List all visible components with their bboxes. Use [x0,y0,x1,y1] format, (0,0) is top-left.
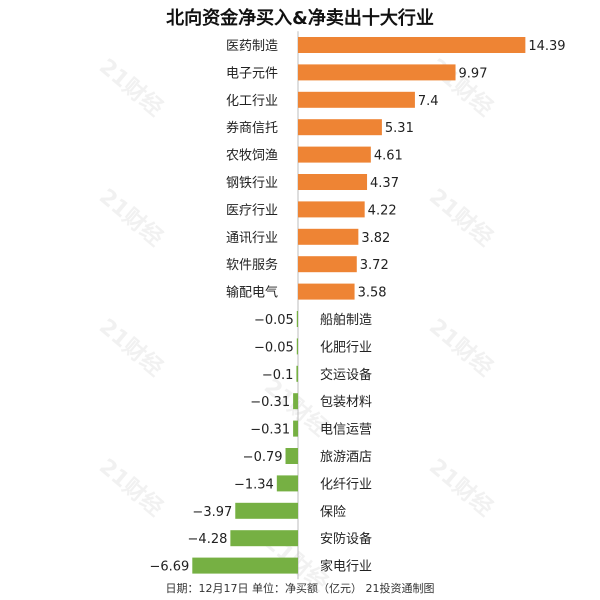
value-label: 9.97 [459,66,488,81]
value-label: −0.05 [254,340,294,355]
value-label: −0.1 [262,368,294,383]
bar-row: 安防设备 −4.28 [188,530,372,547]
category-label: 电信运营 [320,423,372,438]
net-sell-bar [285,448,298,464]
value-label: 4.22 [368,203,397,218]
category-label: 软件服务 [226,257,278,273]
net-buy-bar [298,174,368,190]
category-label: 交运设备 [320,367,372,383]
category-label: 家电行业 [320,559,372,575]
value-label: −0.79 [243,450,283,465]
net-buy-bar [298,146,371,163]
net-buy-bar [298,201,365,218]
bar-row: 电子元件 9.97 [226,64,487,81]
net-buy-bar [298,256,357,273]
bar-row: 农牧饲渔 4.61 [226,146,403,164]
bar-row: 船舶制造 −0.05 [254,311,372,328]
category-label: 化肥行业 [320,340,372,355]
value-label: 5.31 [385,121,414,136]
value-label: 4.61 [374,149,403,164]
bar-row: 保险 −3.97 [192,502,346,520]
net-sell-bar [296,311,298,327]
category-label: 电子元件 [226,66,278,81]
value-label: −0.31 [250,423,290,438]
net-buy-bar [298,283,355,300]
bar-row: 软件服务 3.72 [226,256,389,273]
category-label: 医药制造 [226,39,278,54]
value-label: 3.58 [358,286,387,301]
bar-row: 旅游酒店 −0.79 [243,448,372,465]
category-label: 化工行业 [226,94,278,109]
category-label: 券商信托 [226,120,278,136]
category-label: 安防设备 [320,531,372,547]
value-label: −3.97 [192,505,232,520]
value-label: 3.72 [360,258,389,273]
chart-footer-note: 日期：12月17日 单位：净买额（亿元） 21投资通制图 [165,582,435,595]
category-label: 化纤行业 [320,477,372,492]
value-label: −0.31 [250,395,290,410]
net-sell-bar [293,393,298,410]
bar-row: 包装材料 −0.31 [250,393,372,410]
net-buy-bar [298,119,382,136]
net-buy-bar [298,37,526,53]
net-buy-bar [298,64,456,81]
net-sell-bar [192,557,298,574]
value-label: −6.69 [149,560,189,575]
bar-row: 通讯行业 3.82 [226,228,390,246]
net-sell-bar [296,365,298,382]
net-sell-bar [230,530,298,547]
bar-row: 家电行业 −6.69 [149,557,372,575]
category-label: 农牧饲渔 [226,149,278,164]
bar-row: 电信运营 −0.31 [250,420,372,438]
chart-title: 北向资金净买入&净卖出十大行业 [166,8,434,29]
category-label: 旅游酒店 [320,450,372,465]
category-label: 船舶制造 [320,312,372,328]
bar-row: 输配电气 3.58 [226,283,387,301]
net-sell-bar [235,502,298,519]
net-sell-bar [293,420,298,437]
bar-row: 化纤行业 −1.34 [234,475,372,492]
bar-row: 医疗行业 4.22 [226,201,397,218]
value-label: 7.4 [418,94,439,109]
value-label: −4.28 [188,532,228,547]
bar-row: 医药制造 14.39 [226,37,566,54]
category-label: 输配电气 [226,285,278,301]
category-label: 通讯行业 [226,231,278,246]
bar-row: 化工行业 7.4 [226,91,439,109]
value-label: −0.05 [254,313,294,328]
net-buy-bar [298,228,359,245]
bar-row: 化肥行业 −0.05 [254,338,372,355]
category-label: 包装材料 [320,395,372,410]
net-sell-bar [276,475,298,492]
net-sell-bar [296,338,298,355]
bar-row: 交运设备 −0.1 [262,365,372,383]
value-label: 4.37 [370,176,399,191]
category-label: 钢铁行业 [226,176,278,191]
category-label: 医疗行业 [226,203,278,218]
value-label: 14.39 [528,39,565,54]
value-label: −1.34 [234,477,274,492]
net-buy-bar [298,91,415,108]
value-label: 3.82 [361,231,390,246]
bar-row: 钢铁行业 4.37 [226,174,399,191]
bar-row: 券商信托 5.31 [226,119,414,136]
category-label: 保险 [320,505,346,520]
